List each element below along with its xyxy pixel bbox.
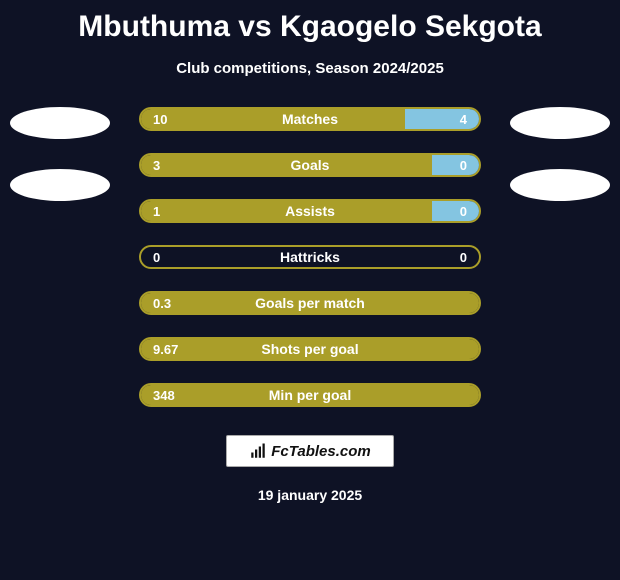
title: Mbuthuma vs Kgaogelo Sekgota xyxy=(78,10,541,44)
stat-bar: Goals3 0 xyxy=(139,153,481,177)
stat-bar: Hattricks0 0 xyxy=(139,245,481,269)
player-badge-ellipse xyxy=(510,169,610,201)
left-player-badges xyxy=(10,107,110,201)
player-badge-ellipse xyxy=(510,107,610,139)
chart-icon xyxy=(249,442,267,460)
player-badge-ellipse xyxy=(10,169,110,201)
bar-label: Assists xyxy=(141,203,479,219)
stat-bar: Shots per goal9.67 xyxy=(139,337,481,361)
footer-logo: FcTables.com xyxy=(226,435,393,467)
bar-left-value: 348 xyxy=(153,388,175,403)
stat-bar: Goals per match0.3 xyxy=(139,291,481,315)
player-badge-ellipse xyxy=(10,107,110,139)
bar-left-value: 3 xyxy=(153,158,160,173)
bar-right-value: 0 xyxy=(460,158,467,173)
bar-label: Hattricks xyxy=(141,249,479,265)
date: 19 january 2025 xyxy=(258,487,362,503)
bar-right-value: 0 xyxy=(460,204,467,219)
footer-logo-text: FcTables.com xyxy=(271,443,370,460)
stat-bar: Matches10 4 xyxy=(139,107,481,131)
bar-left-value: 0.3 xyxy=(153,296,171,311)
bar-right-value: 0 xyxy=(460,250,467,265)
bar-left-value: 0 xyxy=(153,250,160,265)
bar-left-value: 1 xyxy=(153,204,160,219)
stat-bar: Assists1 0 xyxy=(139,199,481,223)
bar-left-value: 10 xyxy=(153,112,167,127)
bars-area: Matches104Goals30Assists10Hattricks00Goa… xyxy=(0,107,620,407)
comparison-infographic: Mbuthuma vs Kgaogelo Sekgota Club compet… xyxy=(0,0,620,580)
bar-label: Goals xyxy=(141,157,479,173)
bar-label: Shots per goal xyxy=(141,341,479,357)
bar-right-value: 4 xyxy=(460,112,467,127)
bar-label: Min per goal xyxy=(141,387,479,403)
bar-label: Matches xyxy=(141,111,479,127)
stat-bar: Min per goal348 xyxy=(139,383,481,407)
bar-left-value: 9.67 xyxy=(153,342,178,357)
bar-label: Goals per match xyxy=(141,295,479,311)
subtitle: Club competitions, Season 2024/2025 xyxy=(176,60,444,77)
right-player-badges xyxy=(510,107,610,201)
